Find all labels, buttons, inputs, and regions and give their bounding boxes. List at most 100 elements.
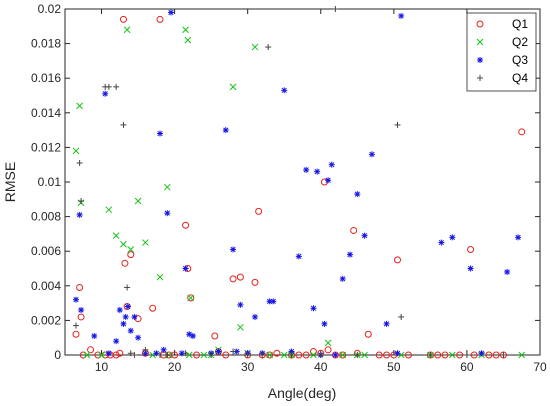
data-point-q2: [448, 351, 456, 359]
data-point-q2: [237, 323, 244, 331]
data-point-q1: [302, 351, 310, 359]
data-point-q3: [72, 296, 79, 303]
data-point-q4: [265, 44, 272, 51]
y-tick-label: 0.014: [31, 106, 61, 120]
data-point-q2: [518, 351, 526, 359]
data-point-q1: [121, 259, 129, 267]
data-point-q1: [112, 351, 120, 359]
data-point-q1: [485, 351, 493, 359]
x-axis-label: Angle(deg): [268, 385, 337, 401]
data-point-q1: [295, 351, 303, 359]
data-point-q1: [251, 278, 259, 286]
data-point-q3: [102, 90, 109, 97]
x-tick-label: 40: [314, 360, 328, 374]
data-point-q1: [375, 351, 383, 359]
data-point-q3: [237, 301, 244, 308]
data-point-q1: [266, 351, 274, 359]
data-point-q1: [182, 221, 190, 229]
y-tick-label: 0.002: [31, 313, 61, 327]
data-point-q3: [478, 350, 485, 357]
data-point-q1: [156, 15, 164, 23]
data-point-q4: [164, 352, 171, 358]
data-point-q3: [189, 332, 196, 339]
data-point-q1: [211, 332, 219, 340]
data-point-q3: [281, 87, 288, 94]
data-point-q4: [131, 352, 138, 358]
data-point-q3: [504, 268, 511, 275]
data-point-q1: [193, 351, 201, 359]
data-point-q1: [364, 330, 372, 338]
data-point-q2: [112, 232, 120, 239]
data-point-q3: [339, 275, 346, 282]
data-point-q2: [134, 197, 142, 205]
data-point-q3: [368, 151, 375, 158]
data-point-q1: [116, 349, 124, 357]
y-tick-label: 0.006: [31, 244, 61, 258]
y-tick-label: 0.004: [31, 279, 61, 293]
data-point-q3: [295, 253, 302, 260]
data-point-q3: [230, 246, 237, 253]
data-point-q3: [325, 177, 332, 184]
x-tick-label: 30: [241, 360, 255, 374]
y-tick-label: 0.02: [38, 2, 62, 16]
data-point-q3: [178, 350, 185, 357]
data-point-q3: [122, 313, 129, 320]
data-point-q4: [332, 6, 339, 12]
data-point-q1: [404, 351, 412, 359]
data-point-q4: [120, 121, 127, 128]
data-point-q2: [266, 351, 273, 359]
data-point-q1: [76, 284, 84, 292]
y-tick-label: 0.018: [31, 37, 61, 51]
data-point-q2: [120, 240, 127, 248]
data-point-q4: [427, 352, 434, 358]
data-point-q3: [347, 251, 353, 258]
data-point-q1: [324, 346, 332, 354]
data-point-q1: [187, 294, 195, 302]
data-point-q1: [467, 245, 475, 253]
data-point-q4: [127, 350, 134, 357]
data-point-q1: [119, 15, 127, 23]
data-point-q4: [463, 352, 470, 358]
data-point-q1: [339, 351, 347, 359]
legend-marker-q2: [476, 38, 484, 46]
y-tick-label: 0.008: [31, 210, 61, 224]
data-point-q3: [467, 265, 474, 272]
data-point-q2: [72, 147, 80, 155]
data-point-q3: [124, 303, 131, 310]
data-point-q3: [438, 239, 445, 246]
y-axis-label: RMSE: [2, 162, 18, 202]
legend-marker-q3: [477, 57, 483, 63]
legend-entry-q2: Q2: [512, 35, 528, 49]
data-point-q3: [182, 265, 189, 272]
data-point-q4: [208, 352, 215, 358]
data-point-q3: [314, 168, 321, 175]
y-tick-label: 0: [54, 348, 61, 362]
data-point-q4: [288, 352, 295, 358]
data-point-q2: [324, 339, 332, 347]
data-point-q3: [215, 348, 222, 355]
data-point-q1: [456, 351, 464, 359]
data-point-q2: [361, 351, 368, 359]
data-point-q1: [320, 178, 328, 186]
data-point-q4: [105, 83, 112, 90]
data-point-q2: [142, 239, 149, 246]
legend-entry-q4: Q4: [512, 71, 528, 85]
data-point-q2: [339, 351, 347, 359]
data-point-q2: [105, 206, 113, 214]
legend-entry-q3: Q3: [512, 53, 528, 67]
x-tick-label: 70: [533, 360, 547, 374]
data-point-q2: [187, 294, 195, 302]
data-point-q1: [255, 207, 263, 215]
data-points: [72, 6, 526, 359]
data-point-q2: [123, 26, 131, 34]
data-point-q4: [354, 352, 361, 358]
data-point-q3: [127, 327, 134, 334]
data-point-q2: [229, 83, 237, 91]
data-point-q1: [273, 349, 281, 357]
data-point-q1: [222, 351, 230, 359]
data-point-q3: [157, 130, 163, 137]
data-point-q3: [332, 352, 339, 358]
series-q4: [72, 6, 507, 358]
axis-ticks: 10 20 30 40 50 60 70 0 0.002 0.004 0.006 0.008 0.01 0…: [31, 2, 547, 374]
data-point-q4: [72, 322, 79, 329]
